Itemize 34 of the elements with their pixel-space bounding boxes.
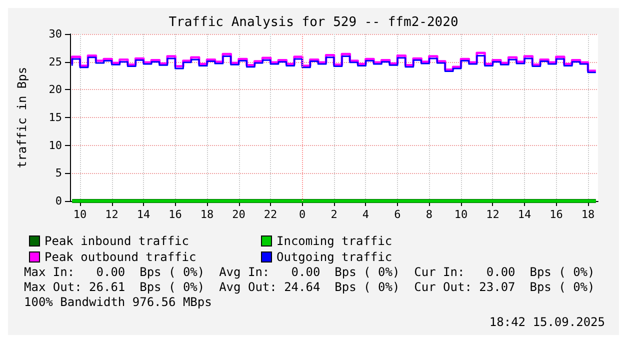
x-tick-label: 14	[136, 208, 151, 221]
y-tick-label: 10	[48, 138, 62, 152]
x-tick-label: 12	[105, 208, 118, 221]
x-tick-label: 14	[518, 208, 532, 221]
legend-label: Outgoing traffic	[276, 250, 392, 264]
x-tick-label: 6	[394, 208, 401, 221]
x-tick-label: 8	[426, 208, 433, 221]
text: 18:42 15.09.2025	[489, 315, 605, 329]
y-tick-label: 0	[55, 194, 62, 208]
legend-label: Peak outbound traffic	[44, 250, 196, 264]
x-tick-label: 18	[200, 208, 214, 221]
y-tick-label: 15	[48, 111, 62, 124]
text: 100% Bandwidth 976.56 MBps	[24, 295, 212, 309]
y-tick-label: 25	[48, 55, 62, 68]
y-axis-title: traffic in Bps	[15, 66, 29, 168]
x-tick-label: 16	[550, 208, 563, 221]
x-tick-label: 0	[298, 208, 306, 221]
x-tick-label: 2	[330, 208, 338, 221]
x-tick-label: 4	[362, 208, 370, 221]
chart-title: Traffic Analysis for 529 -- ffm2-2020	[168, 15, 458, 30]
text: Max Out: 26.61 Bps ( 0%) Avg Out: 24.64 Bps ( 0%) Cur Out: 23.07 Bps ( 0%)	[24, 280, 595, 294]
y-tick-label: 30	[48, 28, 62, 40]
x-tick-label: 12	[486, 208, 500, 221]
text: Max In: 0.00 Bps ( 0%) Avg In: 0.00 Bps ( 0%) Cur In: 0.00 Bps ( 0%)	[24, 265, 595, 279]
y-tick-label: 5	[55, 166, 62, 180]
x-tick-label: 18	[581, 208, 595, 221]
x-tick-label: 20	[232, 208, 246, 221]
x-tick-label: 10	[454, 208, 468, 221]
x-tick-label: 10	[73, 208, 87, 221]
x-tick-label: 22	[264, 208, 278, 221]
legend-label: Peak inbound traffic	[44, 234, 189, 248]
y-tick-label: 20	[48, 83, 62, 96]
x-tick-label: 16	[168, 208, 182, 221]
legend-label: Incoming traffic	[276, 234, 392, 248]
